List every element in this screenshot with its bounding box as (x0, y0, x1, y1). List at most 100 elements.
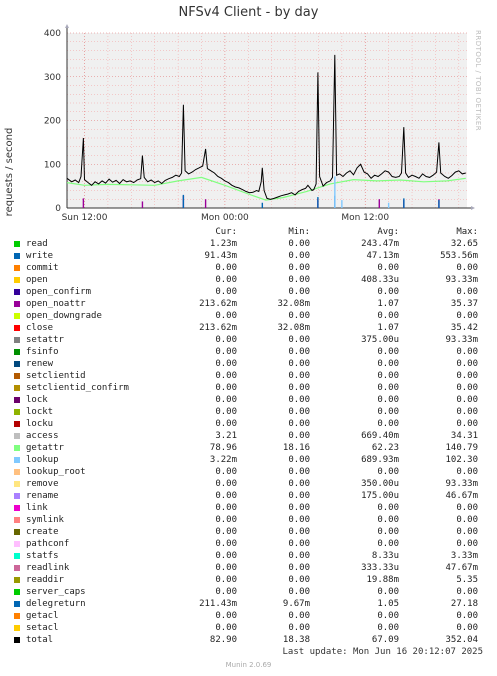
legend-swatch (14, 505, 20, 511)
legend-label: commit (26, 263, 59, 273)
legend-cur-value: 0.00 (215, 419, 237, 429)
legend-min-value: 0.00 (288, 611, 310, 621)
legend-row-open-noattr: open_noattr 213.62m 32.08m 1.07 35.37 (0, 298, 497, 310)
legend-min-value: 0.00 (288, 467, 310, 477)
legend-row-server-caps: server_caps 0.00 0.00 0.00 0.00 (0, 586, 497, 598)
legend-cur-value: 0.00 (215, 479, 237, 489)
legend-label: readdir (26, 575, 64, 585)
legend-cur-value: 0.00 (215, 623, 237, 633)
header-max: Max: (456, 227, 478, 237)
legend-avg-value: 0.00 (377, 467, 399, 477)
legend-avg-value: 1.05 (377, 599, 399, 609)
legend-cur-value: 0.00 (215, 491, 237, 501)
legend-cur-value: 0.00 (215, 371, 237, 381)
legend-label: lookup_root (26, 467, 86, 477)
legend-cur-value: 0.00 (215, 395, 237, 405)
legend-max-value: 140.79 (445, 443, 478, 453)
legend-max-value: 0.00 (456, 539, 478, 549)
legend-label: create (26, 527, 59, 537)
legend-min-value: 0.00 (288, 479, 310, 489)
legend-max-value: 0.00 (456, 587, 478, 597)
legend-max-value: 0.00 (456, 407, 478, 417)
y-tick-label: 0 (55, 204, 61, 214)
legend-swatch (14, 529, 20, 535)
legend-swatch (14, 385, 20, 391)
legend-swatch (14, 541, 20, 547)
legend-max-value: 0.00 (456, 311, 478, 321)
legend-label: symlink (26, 515, 64, 525)
legend-row-delegreturn: delegreturn 211.43m 9.67m 1.05 27.18 (0, 598, 497, 610)
legend-label: lookup (26, 455, 59, 465)
legend-avg-value: 47.13m (366, 251, 399, 261)
legend-avg-value: 19.88m (366, 575, 399, 585)
legend-avg-value: 408.33u (361, 275, 399, 285)
legend-min-value: 0.00 (288, 515, 310, 525)
legend-max-value: 93.33m (445, 335, 478, 345)
legend-max-value: 93.33m (445, 275, 478, 285)
legend-max-value: 0.00 (456, 515, 478, 525)
y-tick-label: 200 (44, 117, 61, 127)
legend-cur-value: 0.00 (215, 611, 237, 621)
legend-avg-value: 0.00 (377, 395, 399, 405)
legend-swatch (14, 481, 20, 487)
legend-avg-value: 67.09 (371, 635, 399, 645)
legend-max-value: 0.00 (456, 359, 478, 369)
legend-label: access (26, 431, 59, 441)
header-cur: Cur: (215, 227, 237, 237)
legend-min-value: 0.00 (288, 383, 310, 393)
legend-cur-value: 82.90 (209, 635, 237, 645)
legend-min-value: 0.00 (288, 359, 310, 369)
legend-row-create: create 0.00 0.00 0.00 0.00 (0, 526, 497, 538)
legend-avg-value: 0.00 (377, 527, 399, 537)
legend-max-value: 0.00 (456, 611, 478, 621)
legend-max-value: 0.00 (456, 263, 478, 273)
legend-min-value: 0.00 (288, 587, 310, 597)
legend-max-value: 0.00 (456, 527, 478, 537)
legend-min-value: 0.00 (288, 395, 310, 405)
legend-swatch (14, 637, 20, 643)
legend-row-access: access 3.21 0.00 669.40m 34.31 (0, 430, 497, 442)
legend-row-open-confirm: open_confirm 0.00 0.00 0.00 0.00 (0, 286, 497, 298)
legend-swatch (14, 565, 20, 571)
legend-min-value: 0.00 (288, 311, 310, 321)
legend-label: open_noattr (26, 299, 86, 309)
legend-avg-value: 333.33u (361, 563, 399, 573)
y-tick-label: 100 (44, 160, 61, 170)
legend-row-lookup-root: lookup_root 0.00 0.00 0.00 0.00 (0, 466, 497, 478)
legend-label: open_confirm (26, 287, 92, 297)
legend-row-statfs: statfs 0.00 0.00 8.33u 3.33m (0, 550, 497, 562)
y-tick-label: 300 (44, 73, 61, 83)
legend-label: readlink (26, 563, 70, 573)
legend-label: read (26, 239, 48, 249)
header-min: Min: (288, 227, 310, 237)
legend-label: setacl (26, 623, 59, 633)
legend-max-value: 5.35 (456, 575, 478, 585)
legend-swatch (14, 517, 20, 523)
legend-label: close (26, 323, 54, 333)
legend-label: server_caps (26, 587, 86, 597)
legend-label: statfs (26, 551, 59, 561)
legend-min-value: 0.00 (288, 335, 310, 345)
legend-label: pathconf (26, 539, 70, 549)
legend-min-value: 0.00 (288, 239, 310, 249)
legend-cur-value: 213.62m (199, 323, 237, 333)
legend-cur-value: 0.00 (215, 335, 237, 345)
legend-label: setattr (26, 335, 64, 345)
legend-swatch (14, 589, 20, 595)
legend-header: Cur: Min: Avg: Max: (0, 226, 497, 238)
legend-label: delegreturn (26, 599, 86, 609)
legend-label: open (26, 275, 48, 285)
legend-avg-value: 0.00 (377, 407, 399, 417)
legend-swatch (14, 553, 20, 559)
y-tick-label: 400 (44, 29, 61, 39)
legend-avg-value: 350.00u (361, 479, 399, 489)
legend-cur-value: 3.22m (209, 455, 237, 465)
legend-cur-value: 0.00 (215, 383, 237, 393)
legend-label: lockt (26, 407, 54, 417)
legend-min-value: 0.00 (288, 275, 310, 285)
legend-row-open-downgrade: open_downgrade 0.00 0.00 0.00 0.00 (0, 310, 497, 322)
legend-max-value: 0.00 (456, 371, 478, 381)
legend-cur-value: 0.00 (215, 539, 237, 549)
legend-row-remove: remove 0.00 0.00 350.00u 93.33m (0, 478, 497, 490)
legend-max-value: 34.31 (450, 431, 478, 441)
